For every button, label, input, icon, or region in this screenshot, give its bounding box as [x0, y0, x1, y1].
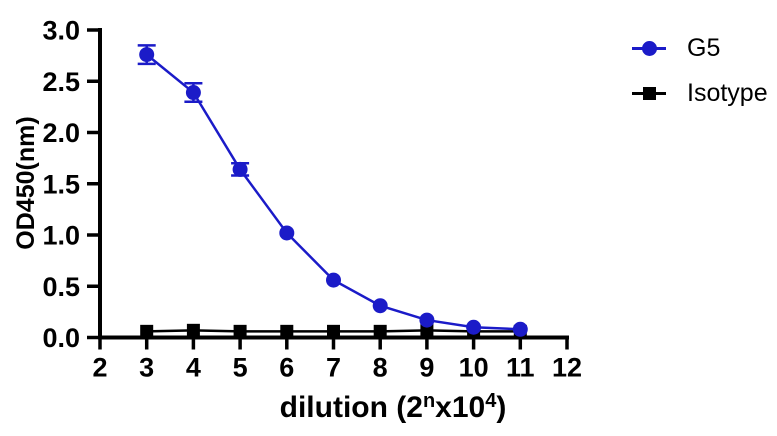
- y-axis-tick-label: 3.0: [42, 16, 80, 46]
- series-Isotype-point: [280, 324, 294, 338]
- series-G5-point: [139, 47, 155, 63]
- series-G5-line: [145, 53, 521, 331]
- x-axis-tick-label: 2: [92, 353, 107, 383]
- g5-legend-dot-icon: [641, 40, 657, 56]
- x-axis-tick-label: 8: [373, 353, 388, 383]
- x-axis-title: dilution (2nx104): [280, 390, 507, 424]
- x-axis-tick-label: 11: [506, 353, 535, 383]
- series-G5-point: [185, 85, 201, 101]
- isotype-legend-square-icon: [642, 86, 656, 100]
- series-Isotype-point: [140, 324, 154, 338]
- y-axis-tick-label: 0.5: [42, 272, 80, 302]
- series-Isotype-point: [186, 323, 200, 337]
- series-G5: [137, 44, 528, 337]
- chart-legend: G5 Isotype: [632, 33, 768, 108]
- y-axis-tick-label: 1.0: [42, 221, 80, 251]
- x-axis-tick-label: 12: [552, 353, 582, 383]
- series-Isotype-point: [373, 324, 387, 338]
- series-G5-point: [372, 298, 388, 314]
- series-Isotype-point: [327, 324, 340, 338]
- series-G5-point: [279, 225, 295, 241]
- y-axis-title: OD450(nm): [12, 116, 40, 249]
- x-axis: 2 3 4 5 6 7 8 9 10 11 12 dilution (2nx104): [92, 335, 582, 424]
- x-axis-tick-label: 7: [326, 353, 341, 383]
- legend-item-isotype: Isotype: [632, 78, 768, 108]
- series-G5-point: [419, 312, 435, 328]
- y-axis-tick-label: 2.0: [42, 118, 80, 148]
- series-Isotype-point: [233, 324, 247, 338]
- y-axis-tick-label: 2.5: [42, 67, 80, 97]
- series-G5-point: [232, 161, 248, 177]
- x-axis-tick-label: 10: [459, 353, 489, 383]
- x-axis-tick-label: 4: [186, 353, 201, 383]
- x-axis-tick-label: 3: [139, 353, 154, 383]
- y-axis-tick-label: 0.0: [42, 323, 80, 353]
- g5-circle-marker-icon: [632, 40, 666, 56]
- x-axis-tick-label: 5: [233, 353, 248, 383]
- series-Isotype-point: [420, 323, 434, 337]
- legend-item-g5: G5: [632, 33, 768, 63]
- g5-legend-label: G5: [687, 34, 721, 62]
- x-axis-tick-label: 9: [419, 353, 434, 383]
- series-G5-point: [512, 321, 528, 337]
- series-G5-point: [326, 272, 341, 288]
- y-axis: 0.0 0.5 1.0 1.5 2.0 2.5 3.0 OD450(nm): [12, 16, 102, 353]
- x-axis-tick-label: 6: [279, 353, 294, 383]
- y-axis-tick-label: 1.5: [42, 169, 80, 199]
- isotype-legend-label: Isotype: [687, 79, 768, 107]
- series-G5-point: [466, 319, 482, 335]
- isotype-square-marker-icon: [632, 85, 666, 101]
